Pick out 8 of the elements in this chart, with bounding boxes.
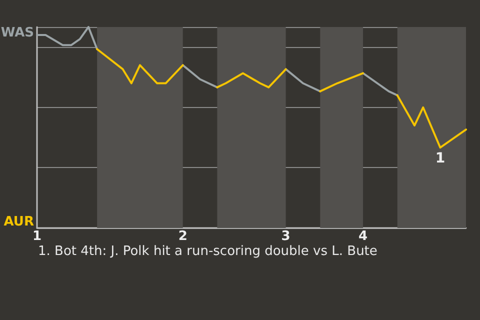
text: WAS [0, 26, 34, 40]
x-tick-label: 3 [281, 229, 290, 244]
text: 1. Bot 4th: J. Polk hit a run-scoring double vs L. Bute [38, 244, 378, 259]
annotation: 1 [435, 150, 446, 167]
x-tick-label: 1 [32, 229, 42, 244]
x-tick-label: 2 [178, 229, 188, 244]
x-tick-label: 4 [358, 229, 368, 244]
text: AUR [4, 214, 34, 230]
